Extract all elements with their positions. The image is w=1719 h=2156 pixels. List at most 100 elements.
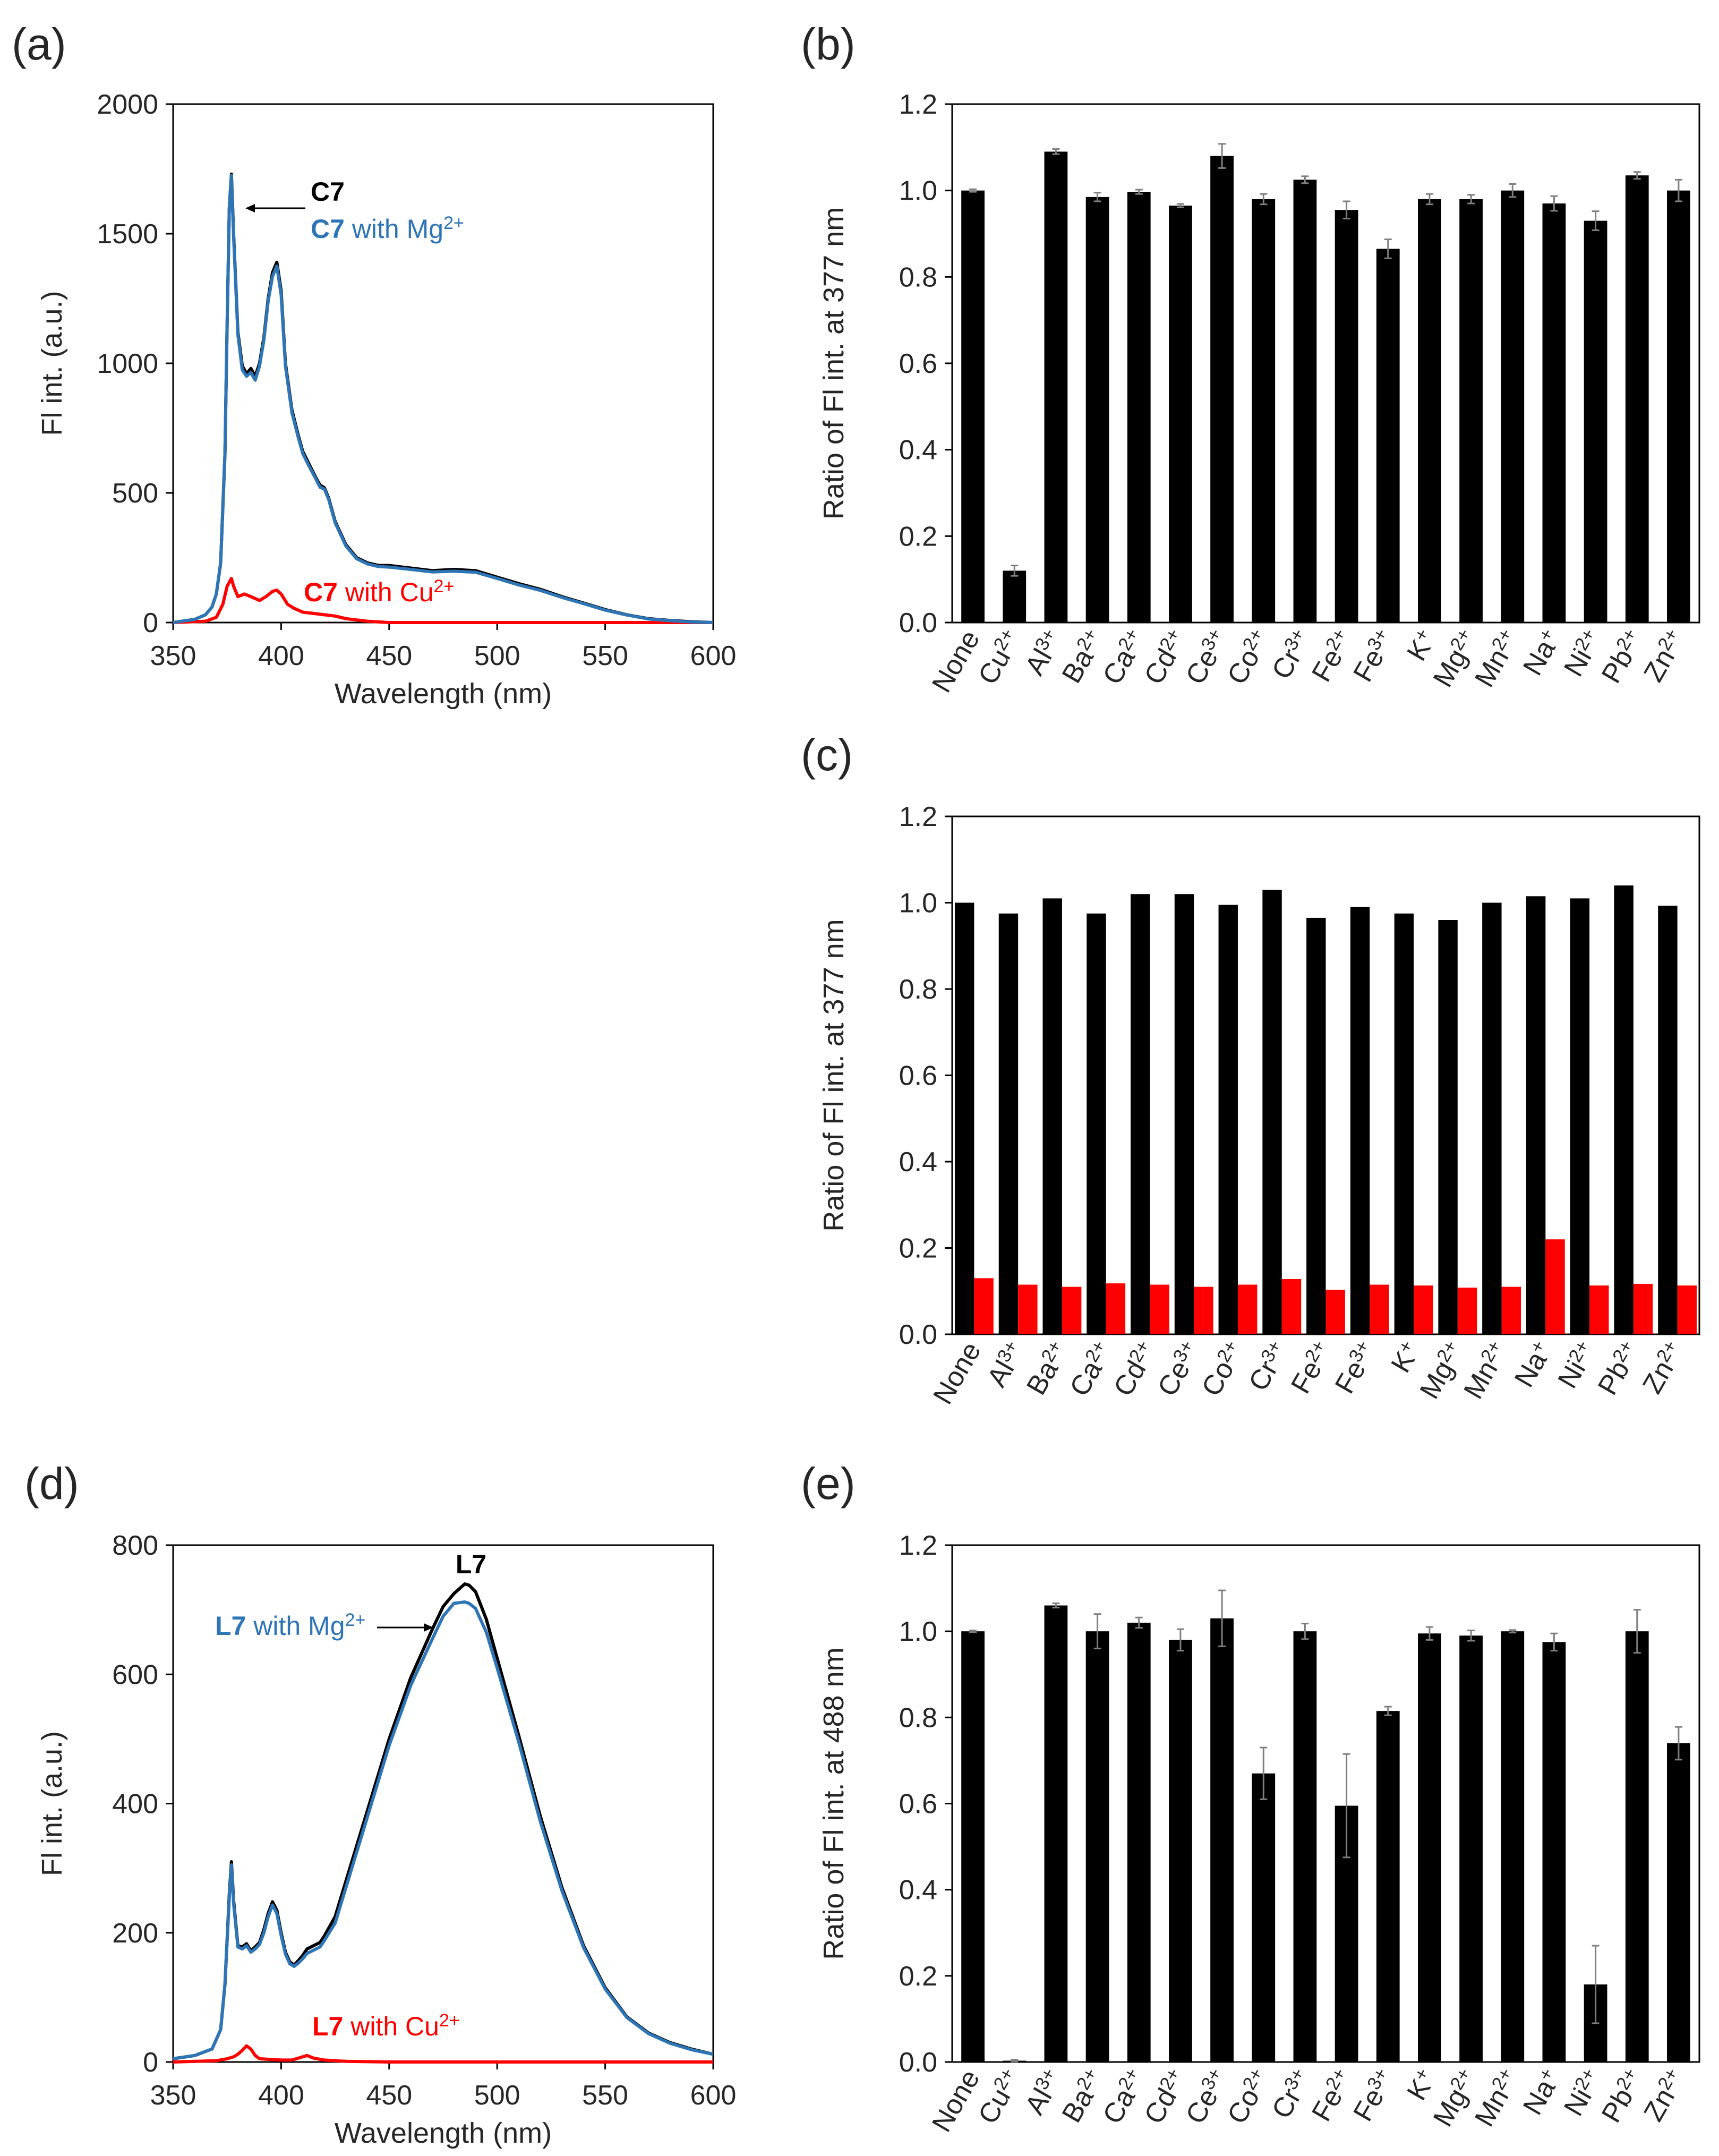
plot-area xyxy=(172,1544,714,2063)
annotation-l7-cu: L7 with Cu2+ xyxy=(312,2010,460,2041)
bar xyxy=(1085,197,1109,623)
bar xyxy=(1614,885,1634,1334)
y-tick-label: 0.2 xyxy=(899,1233,937,1264)
bar xyxy=(1106,1283,1126,1334)
y-axis-label: Fl int. (a.u.) xyxy=(36,291,68,436)
y-tick-label: 0.0 xyxy=(899,608,937,638)
annotation-l7-mg: L7 with Mg2+ xyxy=(215,1610,365,1641)
bar xyxy=(1459,1635,1483,2062)
bar xyxy=(1677,1285,1697,1334)
bar xyxy=(1350,907,1370,1334)
y-axis-label: Ratio of Fl int. at 488 nm xyxy=(818,1647,850,1959)
y-tick-label: 1.0 xyxy=(899,888,937,919)
y-tick-label: 2000 xyxy=(97,89,158,120)
bar xyxy=(1169,1640,1192,2062)
chart-e: 0.00.20.40.60.81.01.2NoneCu2+Al3+Ba2+Ca2… xyxy=(818,1530,1700,2137)
bar xyxy=(1459,199,1483,623)
panel-label-c: (c) xyxy=(801,730,853,780)
y-tick-label: 0.6 xyxy=(899,348,937,379)
y-tick-label: 0.2 xyxy=(899,521,937,552)
bar xyxy=(1625,175,1649,623)
bar xyxy=(1589,1285,1609,1334)
series-line xyxy=(173,1600,714,2060)
bar xyxy=(1306,917,1326,1334)
bar xyxy=(1062,1286,1082,1334)
y-tick-label: 0.0 xyxy=(899,2047,937,2078)
bar xyxy=(1542,1642,1566,2062)
x-tick-label: 350 xyxy=(150,2080,196,2111)
bar xyxy=(1542,203,1566,623)
bar xyxy=(1438,920,1458,1334)
y-tick-label: 400 xyxy=(112,1789,158,1820)
annotation-arrowhead xyxy=(245,204,255,212)
bar xyxy=(1570,898,1590,1334)
chart-d: 0 200 400 600 800 350 400 450 500 550 600 Wavelengt… xyxy=(36,1530,736,2149)
bar xyxy=(1633,1283,1653,1334)
bar xyxy=(1370,1284,1389,1334)
bar xyxy=(1042,898,1062,1334)
bar xyxy=(1018,1284,1038,1334)
bar xyxy=(1501,1286,1521,1334)
bar xyxy=(954,902,974,1334)
y-axis-label: Fl int. (a.u.) xyxy=(36,1731,68,1876)
bar xyxy=(1325,1290,1345,1334)
bar xyxy=(1414,1285,1433,1334)
y-tick-label: 1000 xyxy=(97,348,158,379)
y-tick-label: 0.8 xyxy=(899,974,937,1005)
bar xyxy=(1584,220,1607,623)
bar xyxy=(1262,890,1282,1334)
series-line xyxy=(173,2044,713,2064)
bar xyxy=(1545,1239,1565,1334)
bar xyxy=(1293,180,1317,623)
annotation-c7-mg: C7 with Mg2+ xyxy=(311,213,464,244)
bar xyxy=(1394,913,1414,1334)
y-axis-label: Ratio of Fl int. at 377 nm xyxy=(818,919,850,1231)
y-tick-label: 0.4 xyxy=(899,435,937,466)
y-tick-label: 0.4 xyxy=(899,1147,937,1178)
bar xyxy=(1293,1631,1317,2062)
x-tick-label: 550 xyxy=(582,641,628,671)
plot-area xyxy=(951,103,1700,624)
bar xyxy=(1003,570,1027,623)
x-tick-label: 600 xyxy=(690,2080,737,2111)
y-axis-label: Ratio of Fl int. at 377 nm xyxy=(818,207,850,519)
bar xyxy=(1376,249,1400,623)
annotation-l7: L7 xyxy=(456,1549,486,1579)
x-tick-label: 350 xyxy=(150,641,196,671)
panel-label-a: (a) xyxy=(12,19,66,69)
bar xyxy=(1501,1631,1525,2062)
x-axis-label: Wavelength (nm) xyxy=(335,678,552,710)
x-axis-label: Wavelength (nm) xyxy=(335,2117,552,2149)
bar xyxy=(1174,894,1194,1334)
y-tick-label: 1.2 xyxy=(899,89,937,120)
y-tick-label: 800 xyxy=(112,1530,158,1561)
bar xyxy=(1625,1631,1649,2062)
bar xyxy=(1482,902,1502,1334)
y-tick-label: 600 xyxy=(112,1659,158,1690)
series-line xyxy=(173,577,713,624)
x-tick-label: 500 xyxy=(474,2080,520,2111)
bar xyxy=(1210,156,1234,623)
y-tick-label: 1.0 xyxy=(899,176,937,207)
bar xyxy=(1501,190,1525,623)
bar xyxy=(1169,206,1192,623)
bar xyxy=(1210,1618,1234,2062)
annotation-c7-cu: C7 with Cu2+ xyxy=(304,576,454,607)
bar xyxy=(1658,906,1678,1334)
bar xyxy=(961,1631,985,2062)
bar xyxy=(1667,190,1690,623)
bar xyxy=(1127,192,1151,623)
bar xyxy=(1044,151,1068,623)
y-tick-label: 0.0 xyxy=(899,1319,937,1350)
panel-label-e: (e) xyxy=(801,1459,856,1509)
x-tick-label: 550 xyxy=(582,2080,628,2111)
chart-a: 0 500 1000 1500 2000 350 400 450 500 550 600 Wavele… xyxy=(36,89,736,710)
bar xyxy=(1085,1631,1109,2062)
y-tick-label: 0.8 xyxy=(899,1702,937,1733)
bar xyxy=(1418,199,1441,623)
annotation-arrowhead xyxy=(424,1623,433,1632)
y-tick-label: 1.2 xyxy=(899,1530,937,1561)
bar xyxy=(974,1278,994,1334)
bar xyxy=(1526,896,1546,1334)
